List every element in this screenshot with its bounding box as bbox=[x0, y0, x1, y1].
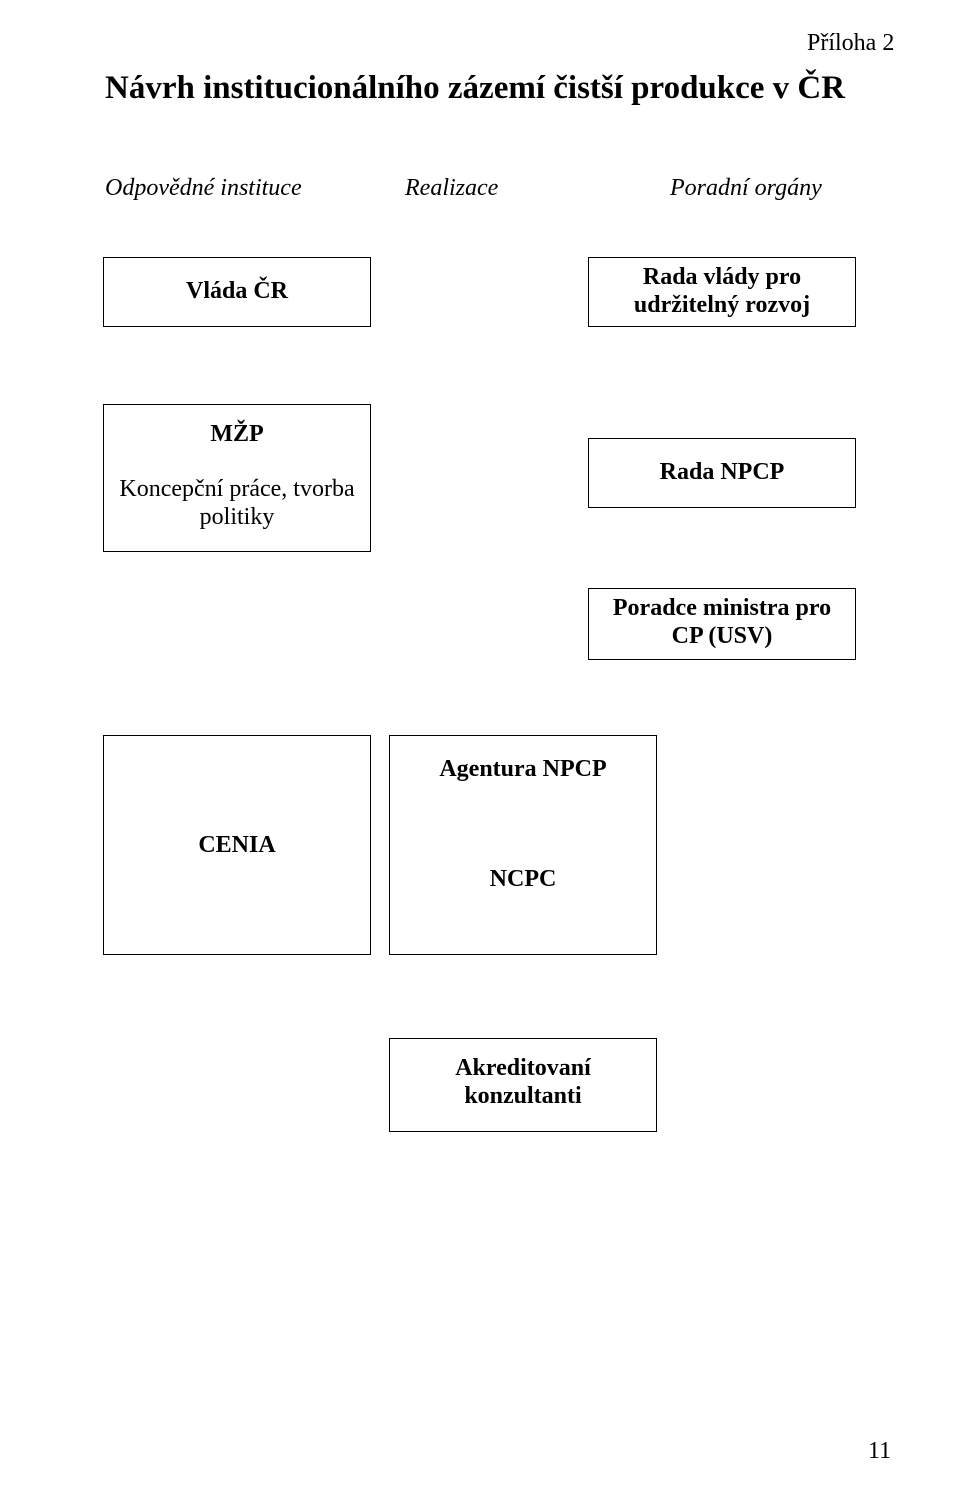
node-mzp: MŽP Koncepční práce, tvorbapolitiky bbox=[103, 404, 371, 552]
node-rvur: Rada vlády proudržitelný rozvoj bbox=[588, 257, 856, 327]
page-number: 11 bbox=[868, 1438, 891, 1465]
page-title: Návrh institucionálního zázemí čistší pr… bbox=[105, 70, 845, 107]
column-header-responsible: Odpovědné instituce bbox=[105, 175, 302, 202]
node-text: Koncepční práce, tvorba bbox=[104, 476, 370, 504]
node-text bbox=[104, 449, 370, 477]
node-subtext: NCPC bbox=[390, 866, 656, 894]
node-npcp: Rada NPCP bbox=[588, 438, 856, 508]
node-text: udržitelný rozvoj bbox=[589, 292, 855, 320]
node-vlada: Vláda ČR bbox=[103, 257, 371, 327]
node-cenia: CENIA bbox=[103, 735, 371, 955]
node-text: Poradce ministra pro bbox=[589, 595, 855, 623]
node-text: Rada vlády pro bbox=[589, 264, 855, 292]
node-text: CP (USV) bbox=[589, 623, 855, 651]
node-text: Akreditovaní bbox=[390, 1055, 656, 1083]
column-header-realization: Realizace bbox=[405, 175, 498, 202]
column-header-advisory: Poradní orgány bbox=[670, 175, 822, 202]
node-akred: Akreditovaníkonzultanti bbox=[389, 1038, 657, 1132]
node-text: Agentura NPCP bbox=[390, 756, 656, 784]
page: Příloha 2 Návrh institucionálního zázemí… bbox=[0, 0, 960, 1511]
annex-label: Příloha 2 bbox=[807, 30, 894, 57]
node-text: Rada NPCP bbox=[589, 459, 855, 487]
node-text: CENIA bbox=[104, 832, 370, 860]
node-agentura: Agentura NPCP NCPC bbox=[389, 735, 657, 955]
node-text: Vláda ČR bbox=[104, 278, 370, 306]
node-poradce: Poradce ministra proCP (USV) bbox=[588, 588, 856, 660]
node-text: politiky bbox=[104, 504, 370, 532]
node-text: konzultanti bbox=[390, 1083, 656, 1111]
node-text: MŽP bbox=[104, 421, 370, 449]
